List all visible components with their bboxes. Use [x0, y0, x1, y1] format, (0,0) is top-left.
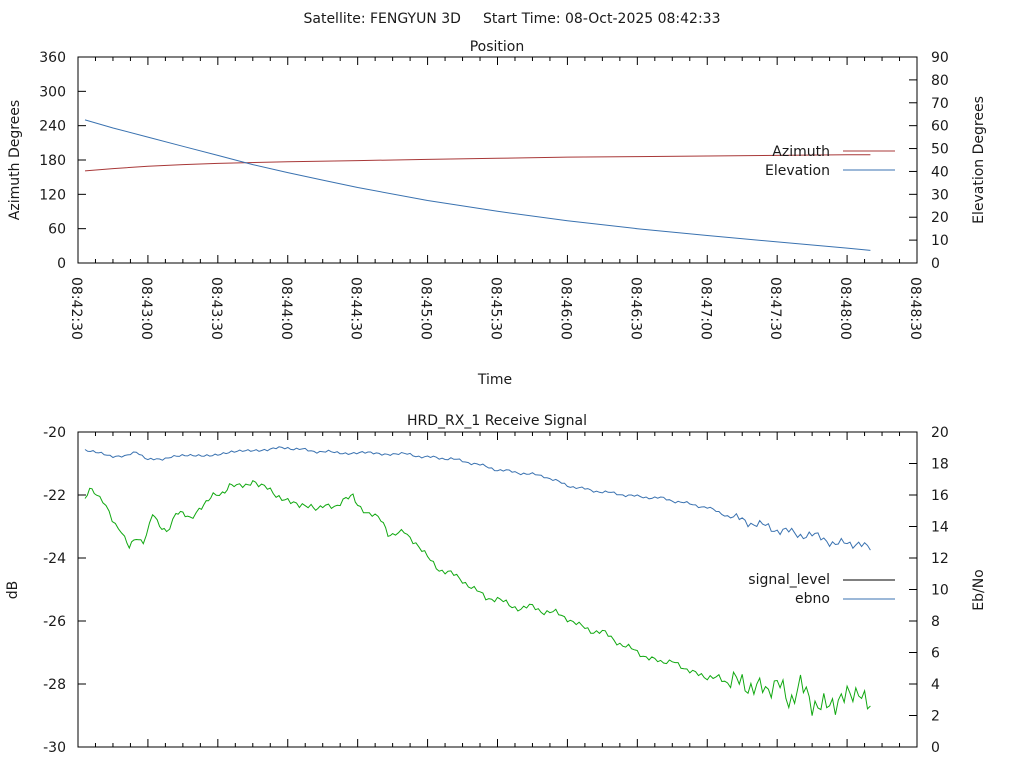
- y-tick-label: 300: [39, 84, 66, 100]
- y2-tick-label: 6: [931, 646, 940, 662]
- position-chart: Position 0 60 120 180 240 300 360 0 10 20 30 40 50 60…: [7, 39, 987, 388]
- legend-azimuth-label: Azimuth: [772, 144, 830, 160]
- x-tick-label: 08:42:30: [68, 277, 84, 340]
- y2-tick-label: 18: [931, 457, 949, 473]
- y2-tick-label: 10: [931, 583, 949, 599]
- signal-chart: HRD_RX_1 Receive Signal -30-28-26-24-22-…: [5, 413, 987, 756]
- x-tick-label: 08:46:00: [557, 277, 573, 340]
- position-plot-frame: [77, 56, 918, 264]
- start-time-label: Start Time: 08-Oct-2025 08:42:33: [483, 11, 721, 27]
- series-line-ebno: [84, 446, 871, 551]
- signal-series: [84, 446, 871, 716]
- y-tick-label: -26: [43, 614, 66, 630]
- series-line-azimuth: [84, 154, 871, 172]
- y-tick-label: -28: [43, 677, 66, 693]
- y-tick-label: -30: [43, 740, 66, 756]
- y2-tick-label: 30: [931, 187, 949, 203]
- y2-tick-label: 80: [931, 73, 949, 89]
- azimuth-axis-label: Azimuth Degrees: [7, 100, 23, 220]
- x-tick-label: 08:47:00: [697, 277, 713, 340]
- header-line: Satellite: FENGYUN 3D Start Time: 08-Oct-…: [303, 11, 720, 27]
- x-tick-label: 08:48:30: [907, 277, 923, 340]
- y2-tick-label: 0: [931, 256, 940, 272]
- legend-signal-level-label: signal_level: [748, 572, 830, 588]
- y-tick-label: 240: [39, 119, 66, 135]
- series-line-elevation: [84, 119, 871, 251]
- position-series: [84, 119, 871, 251]
- x-tick-label: 08:43:00: [138, 277, 154, 340]
- y2-tick-label: 10: [931, 233, 949, 249]
- db-axis-label: dB: [5, 581, 21, 600]
- legend-elevation-label: Elevation: [765, 163, 830, 179]
- y-tick-label: 360: [39, 50, 66, 66]
- y-tick-label: 60: [48, 222, 66, 238]
- y2-tick-label: 90: [931, 50, 949, 66]
- legend-ebno-label: ebno: [795, 591, 830, 607]
- y2-tick-label: 12: [931, 551, 949, 567]
- x-tick-label: 08:47:30: [767, 277, 783, 340]
- signal-plot-frame: [77, 431, 918, 748]
- series-line-ebno-green: [84, 480, 871, 716]
- x-tick-label: 08:46:30: [627, 277, 643, 340]
- y2-tick-label: 8: [931, 614, 940, 630]
- elevation-axis-label: Elevation Degrees: [971, 96, 987, 224]
- y2-tick-label: 40: [931, 164, 949, 180]
- y-tick-label: -20: [43, 425, 66, 441]
- signal-axis-ticks: -30 -28 -26 -24 -22 -20 0 2 4 6 8 10 12 14 16 18 20: [43, 425, 949, 756]
- y-tick-label: 180: [39, 153, 66, 169]
- y2-tick-label: 14: [931, 520, 949, 536]
- time-axis-label: Time: [477, 372, 512, 388]
- y2-tick-label: 0: [931, 740, 940, 756]
- x-tick-label: 08:45:00: [418, 277, 434, 340]
- y-tick-label: -24: [43, 551, 66, 567]
- signal-chart-title: HRD_RX_1 Receive Signal: [407, 413, 587, 429]
- y-tick-label: -22: [43, 488, 66, 504]
- y2-tick-label: 16: [931, 488, 949, 504]
- position-chart-title: Position: [470, 39, 525, 55]
- x-tick-label: 08:44:30: [348, 277, 364, 340]
- x-tick-label: 08:45:30: [488, 277, 504, 340]
- y2-tick-label: 20: [931, 210, 949, 226]
- x-tick-label: 08:48:00: [837, 277, 853, 340]
- y2-tick-label: 20: [931, 425, 949, 441]
- y-tick-label: 120: [39, 187, 66, 203]
- y2-tick-label: 60: [931, 119, 949, 135]
- x-tick-label: 08:44:00: [278, 277, 294, 340]
- x-tick-label: 08:43:30: [208, 277, 224, 340]
- y-tick-label: 0: [57, 256, 66, 272]
- ebno-axis-label: Eb/No: [971, 569, 987, 611]
- y2-tick-label: 50: [931, 142, 949, 158]
- y2-tick-label: 2: [931, 709, 940, 725]
- y2-tick-label: 4: [931, 677, 940, 693]
- satellite-label: Satellite: FENGYUN 3D: [303, 11, 460, 27]
- position-axis-ticks: 0 60 120 180 240 300 360 0 10 20 30 40 50 60 70 80 90 08:…: [39, 50, 949, 340]
- y2-tick-label: 70: [931, 96, 949, 112]
